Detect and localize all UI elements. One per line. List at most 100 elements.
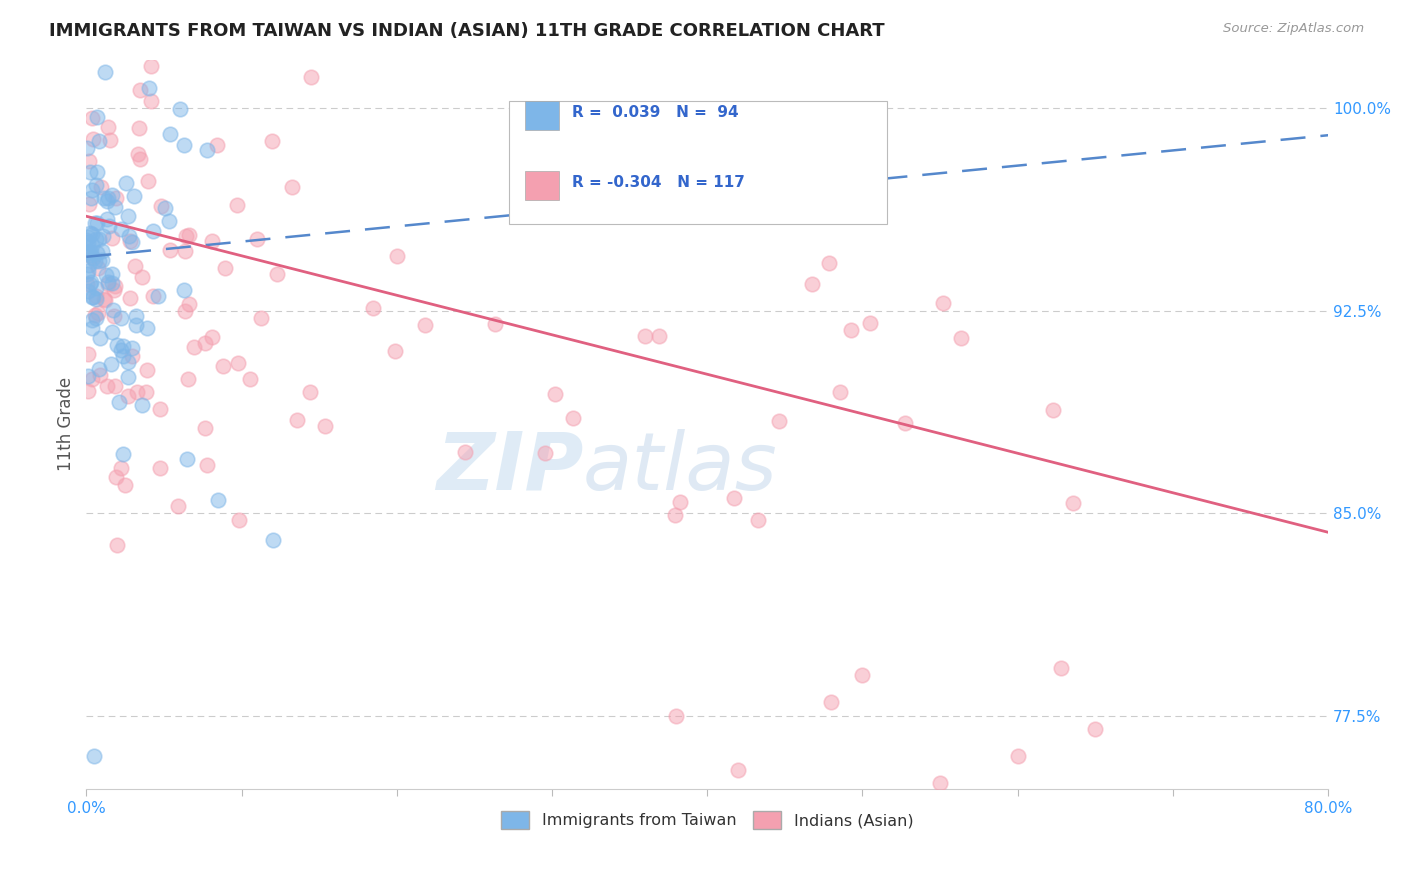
Point [384, 343, 406, 358]
Point [107, 394, 129, 409]
Point [112, 447, 135, 461]
Point [173, 137, 195, 152]
Point [149, 461, 172, 475]
Point [179, 227, 201, 242]
Point [120, 40, 142, 54]
Point [174, 229, 197, 244]
Point [299, 70, 322, 85]
Point [103, 309, 125, 323]
Point [93, 191, 115, 205]
Legend: Immigrants from Taiwan, Indians (Asian): Immigrants from Taiwan, Indians (Asian) [494, 805, 921, 836]
Point [83, 749, 105, 764]
Point [110, 311, 132, 326]
Point [87, 362, 110, 376]
Point [135, 385, 157, 400]
Point [544, 387, 567, 401]
Point [131, 269, 153, 284]
Point [136, 174, 159, 188]
Point [173, 283, 195, 297]
Text: Source: ZipAtlas.com: Source: ZipAtlas.com [1223, 22, 1364, 36]
Point [176, 452, 198, 467]
Point [84, 288, 107, 302]
Point [86, 292, 108, 306]
Point [413, 318, 436, 332]
Point [80, 312, 103, 326]
Point [818, 256, 841, 270]
Point [77, 245, 100, 260]
Text: atlas: atlas [583, 429, 778, 507]
Point [146, 289, 169, 303]
Point [533, 446, 555, 460]
Point [214, 260, 236, 275]
Point [228, 513, 250, 527]
Point [80, 227, 103, 241]
Point [859, 316, 882, 330]
Point [169, 102, 191, 116]
Point [91, 228, 114, 243]
Point [117, 354, 139, 368]
Point [131, 398, 153, 412]
Point [100, 325, 122, 339]
Point [747, 512, 769, 526]
Point [385, 248, 408, 262]
Point [98, 133, 121, 147]
Point [648, 329, 671, 343]
Point [127, 147, 149, 161]
Point [176, 371, 198, 385]
Point [77, 244, 100, 259]
Point [250, 311, 273, 326]
Point [83, 308, 105, 322]
Point [101, 267, 124, 281]
Point [82, 372, 104, 386]
Point [174, 304, 197, 318]
Point [110, 222, 132, 236]
Point [98, 219, 121, 234]
Point [77, 264, 100, 278]
Point [86, 232, 108, 246]
Point [193, 335, 215, 350]
Point [727, 763, 749, 777]
Text: ZIP: ZIP [436, 429, 583, 507]
Point [84, 216, 107, 230]
Point [91, 244, 114, 258]
Text: R =  0.039   N =  94: R = 0.039 N = 94 [572, 105, 738, 120]
Point [80, 275, 103, 289]
Point [86, 111, 108, 125]
Point [212, 359, 235, 374]
Point [125, 309, 148, 323]
Point [136, 320, 159, 334]
Point [159, 127, 181, 141]
Point [1062, 496, 1084, 510]
Point [657, 153, 679, 167]
Point [84, 281, 107, 295]
Point [97, 277, 120, 291]
Point [266, 267, 288, 281]
Point [104, 191, 127, 205]
Point [149, 402, 172, 417]
Point [1084, 723, 1107, 737]
Point [183, 340, 205, 354]
Point [77, 347, 100, 361]
Point [157, 214, 180, 228]
Bar [524, 171, 560, 201]
Text: IMMIGRANTS FROM TAIWAN VS INDIAN (ASIAN) 11TH GRADE CORRELATION CHART: IMMIGRANTS FROM TAIWAN VS INDIAN (ASIAN)… [49, 22, 884, 40]
Point [89, 254, 111, 268]
Point [634, 329, 657, 343]
Point [142, 289, 165, 303]
Point [125, 384, 148, 399]
Point [79, 190, 101, 204]
Point [197, 143, 219, 157]
Point [820, 695, 842, 709]
Point [121, 349, 143, 363]
Point [105, 470, 128, 484]
Point [77, 235, 100, 249]
Point [110, 460, 132, 475]
Point [201, 234, 224, 248]
Y-axis label: 11th Grade: 11th Grade [58, 377, 75, 471]
Point [561, 410, 583, 425]
Point [166, 499, 188, 513]
Point [76, 267, 98, 281]
Point [669, 495, 692, 509]
Point [104, 378, 127, 392]
Point [226, 198, 249, 212]
